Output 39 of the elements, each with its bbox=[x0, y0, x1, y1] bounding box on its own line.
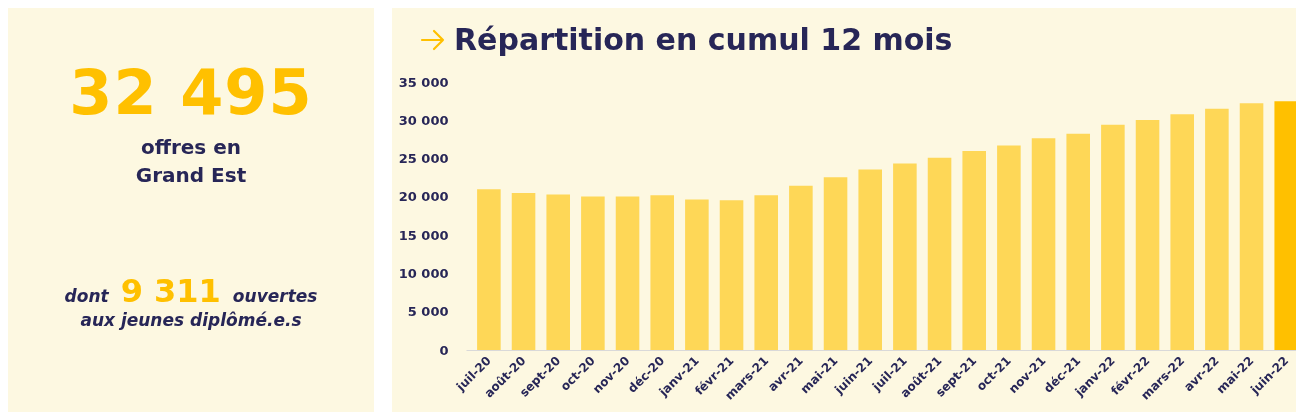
text: dont bbox=[64, 286, 109, 306]
y-tick-label: 30 000 bbox=[398, 112, 449, 128]
y-tick-label: 10 000 bbox=[398, 265, 449, 281]
bar bbox=[893, 163, 917, 350]
y-tick-label: 25 000 bbox=[398, 151, 449, 167]
bar bbox=[1239, 103, 1264, 350]
bar bbox=[1066, 133, 1090, 350]
bar bbox=[858, 169, 882, 350]
text: aux jeunes diplômé.e.s bbox=[80, 310, 302, 330]
bar bbox=[1101, 124, 1125, 350]
bar bbox=[823, 177, 848, 350]
bar bbox=[615, 196, 640, 350]
bar bbox=[1205, 108, 1229, 350]
y-tick-label: 0 bbox=[439, 342, 449, 358]
chart-title: Répartition en cumul 12 mois bbox=[454, 22, 953, 57]
text: 32 495 bbox=[68, 56, 314, 129]
text: 9 311 bbox=[120, 272, 221, 310]
bar bbox=[1170, 114, 1194, 350]
bar bbox=[581, 196, 605, 350]
text: offres en Grand Est bbox=[134, 134, 248, 189]
bar bbox=[1031, 138, 1056, 350]
text: ouvertes bbox=[232, 286, 318, 306]
y-tick-label: 15 000 bbox=[398, 227, 449, 243]
bar bbox=[477, 189, 501, 350]
bar bbox=[927, 157, 952, 350]
bar bbox=[754, 195, 778, 350]
bar bbox=[997, 145, 1021, 350]
y-tick-label: 5 000 bbox=[407, 304, 449, 320]
y-tick-label: 35 000 bbox=[398, 74, 449, 90]
y-tick-label: 20 000 bbox=[398, 189, 449, 205]
bar bbox=[719, 200, 744, 350]
bar bbox=[789, 185, 813, 350]
bar bbox=[962, 151, 986, 350]
bar bbox=[1135, 119, 1160, 350]
bar bbox=[511, 193, 536, 350]
bar bbox=[650, 195, 674, 350]
bar bbox=[1274, 101, 1296, 350]
bar bbox=[685, 199, 709, 350]
bar bbox=[546, 194, 570, 350]
